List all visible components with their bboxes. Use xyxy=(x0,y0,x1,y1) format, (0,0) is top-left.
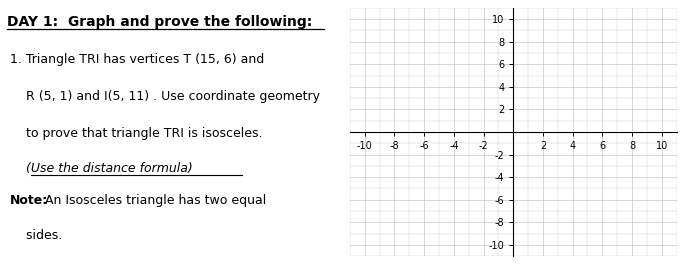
Text: An Isosceles triangle has two equal: An Isosceles triangle has two equal xyxy=(41,194,267,207)
Text: (Use the distance formula): (Use the distance formula) xyxy=(10,162,193,175)
Text: 1. Triangle TRI has vertices T (15, 6) and: 1. Triangle TRI has vertices T (15, 6) a… xyxy=(10,53,265,65)
Text: Note:: Note: xyxy=(10,194,48,207)
Text: R (5, 1) and I(5, 11) . Use coordinate geometry: R (5, 1) and I(5, 11) . Use coordinate g… xyxy=(10,90,320,103)
Text: DAY 1:  Graph and prove the following:: DAY 1: Graph and prove the following: xyxy=(7,15,312,29)
Text: sides.: sides. xyxy=(10,229,63,242)
Text: to prove that triangle TRI is isosceles.: to prove that triangle TRI is isosceles. xyxy=(10,127,262,140)
